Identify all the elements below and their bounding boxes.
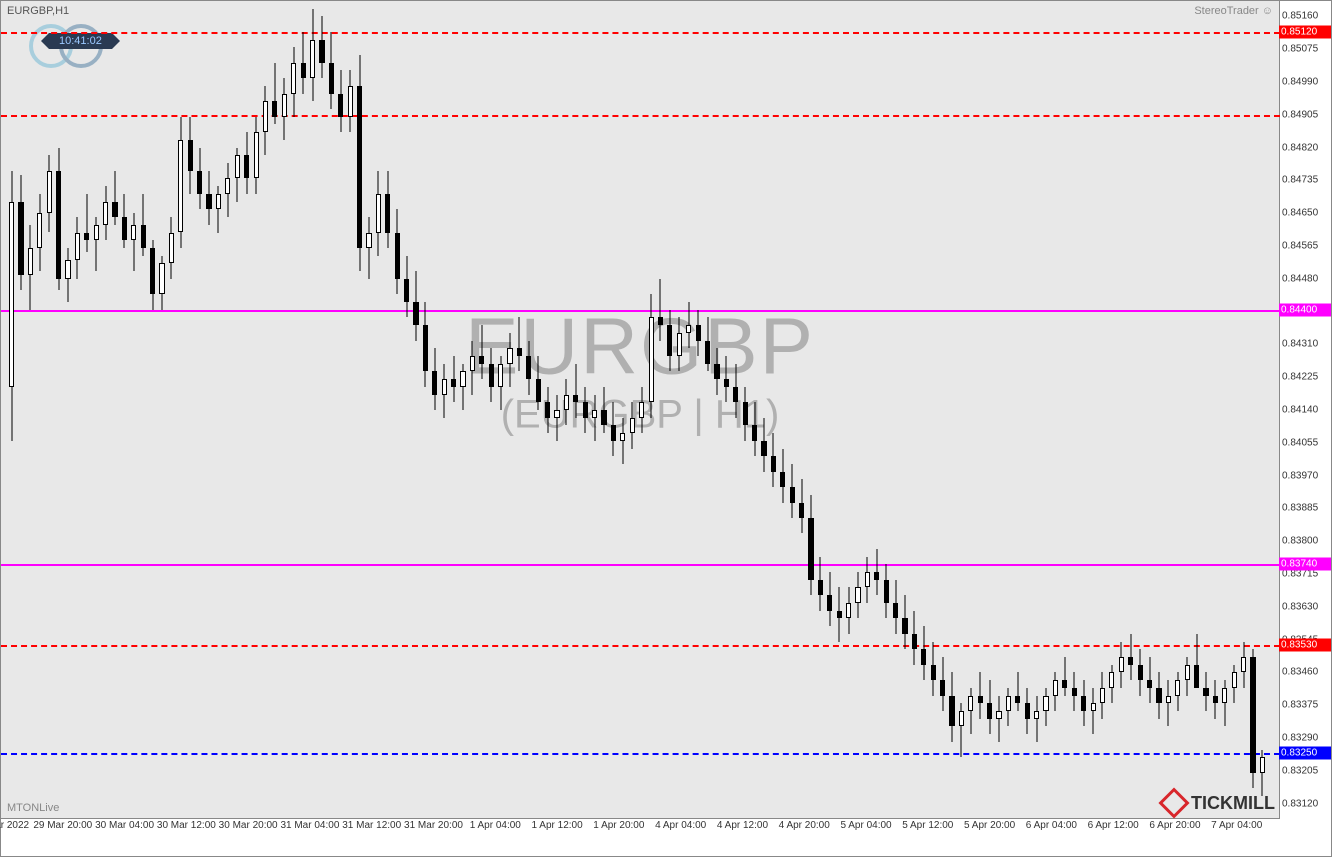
y-tick-label: 0.84565: [1282, 241, 1318, 252]
horizontal-line[interactable]: [1, 645, 1280, 647]
x-tick-label: 29 Mar 20:00: [33, 820, 92, 831]
tickmill-icon: [1158, 787, 1189, 818]
x-tick-label: 4 Apr 04:00: [655, 820, 706, 831]
y-tick-label: 0.85160: [1282, 11, 1318, 22]
y-tick-label: 0.83290: [1282, 732, 1318, 743]
x-tick-label: 6 Apr 20:00: [1149, 820, 1200, 831]
x-tick-label: 5 Apr 20:00: [964, 820, 1015, 831]
hline-price-label: 0.83250: [1279, 747, 1331, 760]
y-tick-label: 0.84820: [1282, 142, 1318, 153]
x-tick-label: 4 Apr 20:00: [779, 820, 830, 831]
y-tick-label: 0.83460: [1282, 667, 1318, 678]
x-axis: 29 Mar 202229 Mar 20:0030 Mar 04:0030 Ma…: [1, 818, 1280, 856]
chart-plot-area[interactable]: EURGBP,H1 StereoTrader ☺ MTONLive 10:41:…: [1, 1, 1280, 819]
mton-live-label: MTONLive: [7, 802, 59, 814]
y-axis: 0.85160 0.85075 0.84990 0.84905 0.84820 0.847…: [1279, 1, 1331, 819]
x-tick-label: 1 Apr 12:00: [532, 820, 583, 831]
x-tick-label: 5 Apr 04:00: [840, 820, 891, 831]
hline-price-label: 0.83530: [1279, 639, 1331, 652]
hline-price-label: 0.84400: [1279, 303, 1331, 316]
y-tick-label: 0.83970: [1282, 470, 1318, 481]
x-tick-label: 30 Mar 20:00: [219, 820, 278, 831]
horizontal-line[interactable]: [1, 310, 1280, 312]
horizontal-line[interactable]: [1, 564, 1280, 566]
horizontal-line[interactable]: [1, 115, 1280, 117]
x-tick-label: 5 Apr 12:00: [902, 820, 953, 831]
hline-price-label: 0.85120: [1279, 25, 1331, 38]
x-tick-label: 6 Apr 12:00: [1088, 820, 1139, 831]
y-tick-label: 0.84990: [1282, 77, 1318, 88]
stereo-trader-label: StereoTrader ☺: [1194, 5, 1273, 17]
y-tick-label: 0.83375: [1282, 700, 1318, 711]
x-tick-label: 31 Mar 04:00: [280, 820, 339, 831]
x-tick-label: 31 Mar 12:00: [342, 820, 401, 831]
hline-price-label: 0.83740: [1279, 558, 1331, 571]
y-tick-label: 0.84225: [1282, 372, 1318, 383]
y-tick-label: 0.84480: [1282, 273, 1318, 284]
y-tick-label: 0.84310: [1282, 339, 1318, 350]
y-tick-label: 0.83630: [1282, 601, 1318, 612]
x-tick-label: 30 Mar 04:00: [95, 820, 154, 831]
y-tick-label: 0.84905: [1282, 109, 1318, 120]
watermark-symbol: EURGBP: [465, 300, 815, 392]
time-badge: 10:41:02: [49, 33, 112, 49]
x-tick-label: 4 Apr 12:00: [717, 820, 768, 831]
x-tick-label: 29 Mar 2022: [0, 820, 29, 831]
symbol-title: EURGBP,H1: [7, 5, 69, 17]
chart-container: EURGBP,H1 StereoTrader ☺ MTONLive 10:41:…: [0, 0, 1332, 857]
x-tick-label: 1 Apr 04:00: [470, 820, 521, 831]
x-tick-label: 30 Mar 12:00: [157, 820, 216, 831]
horizontal-line[interactable]: [1, 753, 1280, 755]
y-tick-label: 0.84055: [1282, 437, 1318, 448]
x-tick-label: 1 Apr 20:00: [593, 820, 644, 831]
y-tick-label: 0.83205: [1282, 765, 1318, 776]
y-tick-label: 0.84140: [1282, 405, 1318, 416]
y-tick-label: 0.85075: [1282, 44, 1318, 55]
x-tick-label: 7 Apr 04:00: [1211, 820, 1262, 831]
y-tick-label: 0.84735: [1282, 175, 1318, 186]
y-tick-label: 0.83120: [1282, 798, 1318, 809]
horizontal-line[interactable]: [1, 32, 1280, 34]
x-tick-label: 31 Mar 20:00: [404, 820, 463, 831]
y-tick-label: 0.83885: [1282, 503, 1318, 514]
broker-logo: TICKMILL: [1163, 792, 1275, 814]
y-tick-label: 0.84650: [1282, 208, 1318, 219]
y-tick-label: 0.83800: [1282, 536, 1318, 547]
x-tick-label: 6 Apr 04:00: [1026, 820, 1077, 831]
